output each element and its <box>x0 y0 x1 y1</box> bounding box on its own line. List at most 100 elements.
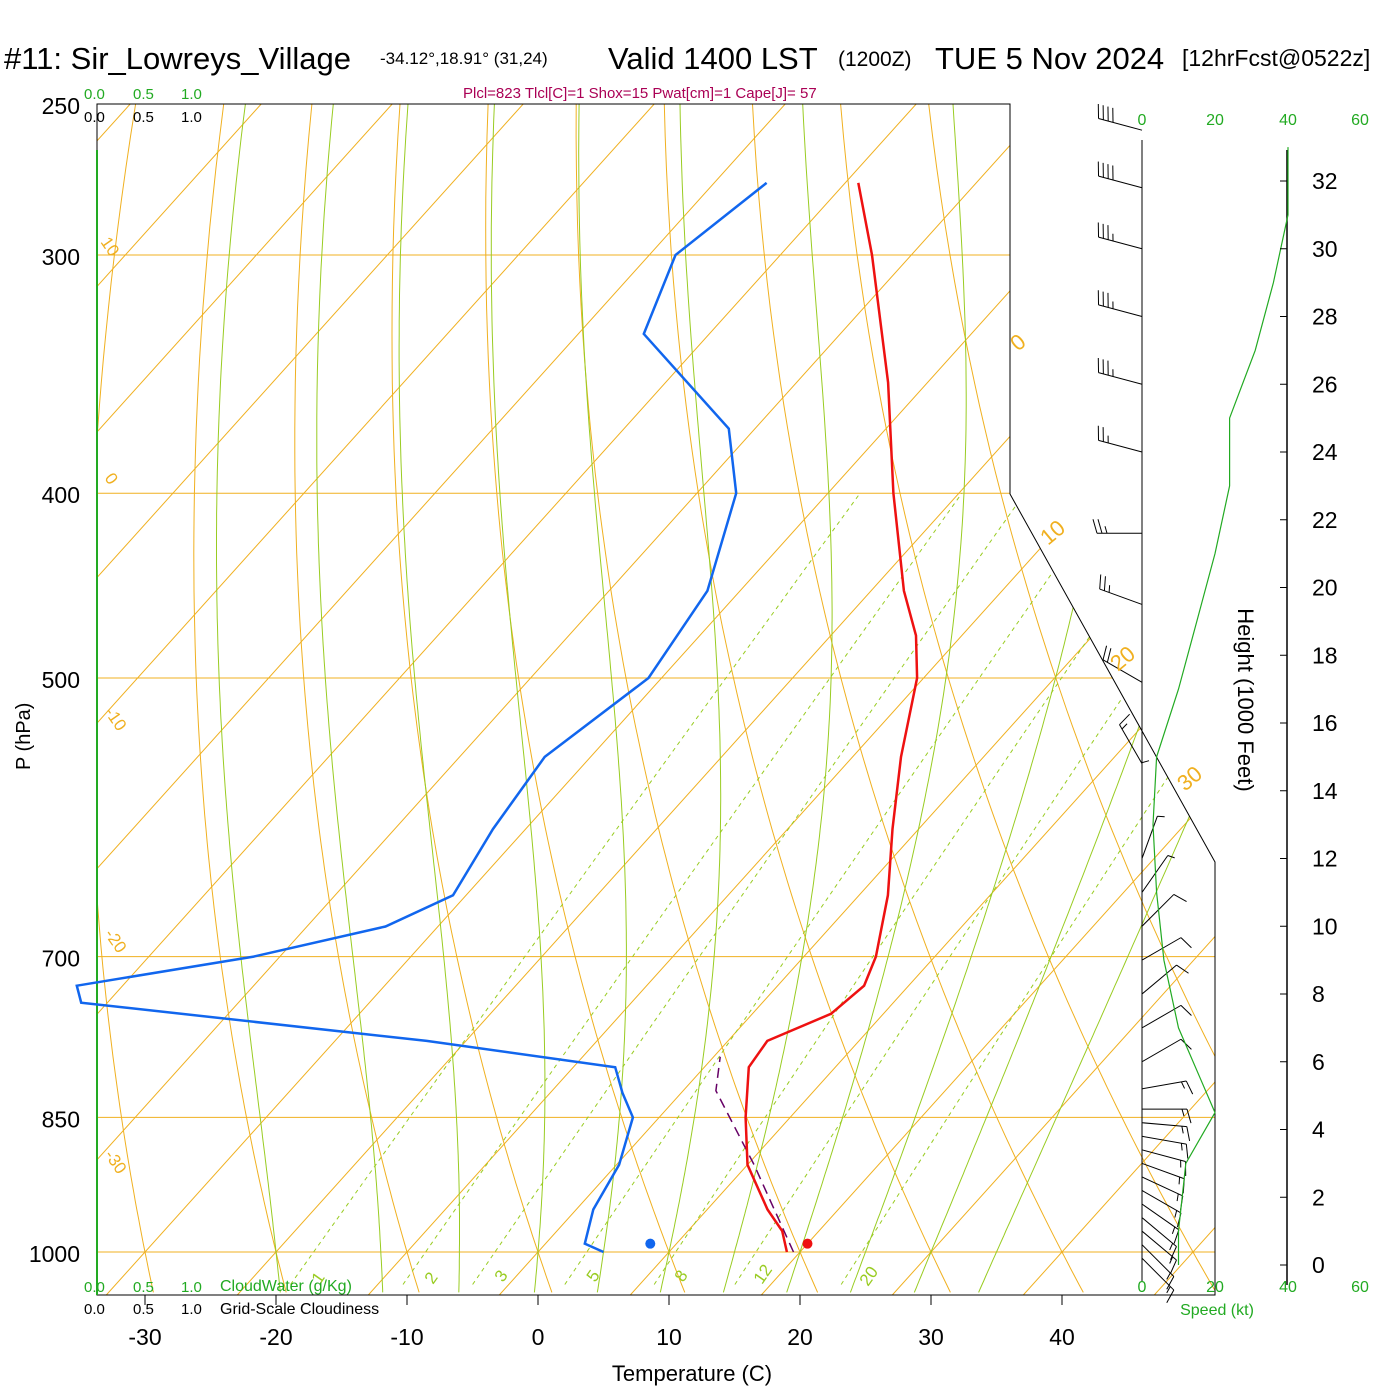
dry-adiabat-line <box>485 104 686 1293</box>
wind-barb-half-flag <box>1166 1286 1171 1294</box>
wind-barb <box>1141 1038 1192 1063</box>
moist-adiabat-line <box>490 104 546 1293</box>
wind-barb-staff <box>1141 1217 1177 1247</box>
wind-barb-staff <box>1141 1004 1182 1029</box>
wind-barb-half-flag <box>1141 760 1150 764</box>
wind-barb <box>1142 1108 1192 1124</box>
isotherm-line <box>97 104 262 1295</box>
wind-barb-half-flag <box>1166 1272 1171 1280</box>
cloud-scale-green-top-2: 1.0 <box>181 86 202 103</box>
cloud-scale-green-bottom-2: 1.0 <box>181 1279 202 1296</box>
height-tick-label: 12 <box>1312 846 1338 872</box>
wind-barb-flag <box>1166 1289 1175 1304</box>
cloud-scale-green-bottom-0: 0.0 <box>84 1279 105 1296</box>
height-axis-label: Height (1000 Feet) <box>1233 608 1258 791</box>
stability-indices: Plcl=823 Tlcl[C]=1 Shox=15 Pwat[cm]=1 Ca… <box>463 85 817 102</box>
wind-barb-staff <box>1098 236 1143 250</box>
pressure-tick-label: 1000 <box>29 1241 80 1267</box>
isotherm-line <box>97 104 786 1295</box>
wind-barb <box>1141 1257 1175 1304</box>
wind-barb-staff <box>1141 1257 1175 1291</box>
pressure-tick-label: 400 <box>42 482 80 508</box>
moist-adiabat-line <box>978 104 1215 1293</box>
temperature-tick-label: 40 <box>1049 1324 1075 1350</box>
wind-barb-flag <box>1170 1259 1177 1274</box>
isotherm-line <box>760 104 1215 1295</box>
wind-barb-half-flag <box>1176 1193 1179 1202</box>
wind-barb-staff <box>1098 304 1143 317</box>
pressure-tick-label: 250 <box>42 93 80 119</box>
pressure-axis-label: P (hPa) <box>13 703 35 770</box>
cloud-scale-green-bottom-1: 0.5 <box>133 1279 154 1296</box>
isotherm-label: 10 <box>97 233 123 259</box>
wind-barb-staff <box>1141 937 1182 961</box>
wind-barb <box>1141 1244 1175 1290</box>
mixing-ratio-line <box>402 492 963 1285</box>
isotherm-label: 0 <box>101 469 122 488</box>
isotherm-line <box>97 104 524 1295</box>
isotherm-line <box>97 104 917 1295</box>
height-tick-label: 24 <box>1312 439 1338 465</box>
mixing-ratio-line <box>472 492 1026 1285</box>
sounding-series <box>75 181 919 1254</box>
wind-barb-flag <box>1166 1276 1175 1290</box>
valid-date: TUE 5 Nov 2024 <box>935 41 1164 76</box>
wind-barb-staff <box>1141 1176 1183 1197</box>
wind-barb-flag <box>1186 1126 1191 1142</box>
wind-barb-flag <box>1186 1109 1192 1124</box>
wind-barb-half-flag <box>1121 723 1128 730</box>
mixing-ratio-lines <box>290 492 1215 1285</box>
wind-barb <box>1141 1080 1194 1095</box>
speed-tick-bottom-60: 60 <box>1351 1279 1369 1296</box>
wind-barb-flag <box>1185 1080 1194 1095</box>
wind-barb-flag <box>1106 648 1112 663</box>
wind-barb-half-flag <box>1157 815 1165 818</box>
dry-adiabat-line <box>663 104 951 1293</box>
mixing-ratio-label: 3 <box>491 1267 512 1286</box>
wind-barb-staff <box>1141 1122 1187 1128</box>
theta-label: 20 <box>1105 641 1140 676</box>
forecast-label: [12hrFcst@0522z] <box>1182 45 1370 71</box>
isotherm-line <box>498 104 1215 1295</box>
wind-barb-flag <box>1119 713 1130 726</box>
height-tick-label: 2 <box>1312 1184 1325 1210</box>
isobars <box>97 104 1215 1253</box>
speed-tick-top-60: 60 <box>1351 112 1369 129</box>
cloud-scale-black-bottom-0: 0.0 <box>84 1301 105 1318</box>
wind-barb <box>1141 1162 1185 1194</box>
cloudiness-label: Grid-Scale Cloudiness <box>220 1301 379 1318</box>
height-tick-label: 20 <box>1312 575 1338 601</box>
valid-zulu: (1200Z) <box>838 48 912 71</box>
height-tick-label: 10 <box>1312 913 1338 939</box>
wind-barb-staff <box>1098 118 1143 131</box>
theta-label: 10 <box>1035 515 1070 550</box>
moist-adiabat-line <box>316 104 384 1293</box>
dry-adiabat-line <box>1011 104 1215 1293</box>
cloud-scale-black-bottom-1: 0.5 <box>133 1301 154 1318</box>
wind-barb <box>1141 760 1150 808</box>
pressure-tick-label: 850 <box>42 1106 80 1132</box>
moist-adiabat-line <box>722 104 833 1293</box>
station-coords: -34.12°,18.91° (31,24) <box>380 49 548 68</box>
mixing-ratio-label: 2 <box>421 1269 442 1288</box>
cloud-scale-green-top-1: 0.5 <box>133 86 154 103</box>
temperature-tick-label: 20 <box>787 1324 813 1350</box>
wind-barb-staff <box>1141 1244 1175 1277</box>
dry-adiabat-line <box>924 104 1215 1293</box>
wind-barb <box>1092 519 1142 534</box>
cloud-scale-black-top-0: 0.0 <box>84 109 105 126</box>
wind-barb-flag <box>1103 576 1106 591</box>
wind-barb-half-flag <box>1178 1177 1181 1185</box>
speed-axis-label: Speed (kt) <box>1180 1302 1254 1319</box>
wind-barb-staff <box>1098 439 1143 453</box>
isotherm-line <box>891 104 1215 1295</box>
surface-temperature-marker <box>802 1238 813 1249</box>
moist-adiabats <box>216 104 1215 1293</box>
mixing-ratio-line <box>840 492 1215 1285</box>
wind-barb-flag <box>1176 964 1189 974</box>
surface-dewpoint-marker <box>645 1238 656 1249</box>
wind-barb-half-flag <box>1108 585 1111 593</box>
height-tick-label: 18 <box>1312 642 1338 668</box>
wind-barb-flag <box>1099 574 1102 590</box>
wind-barb <box>1141 1190 1182 1228</box>
